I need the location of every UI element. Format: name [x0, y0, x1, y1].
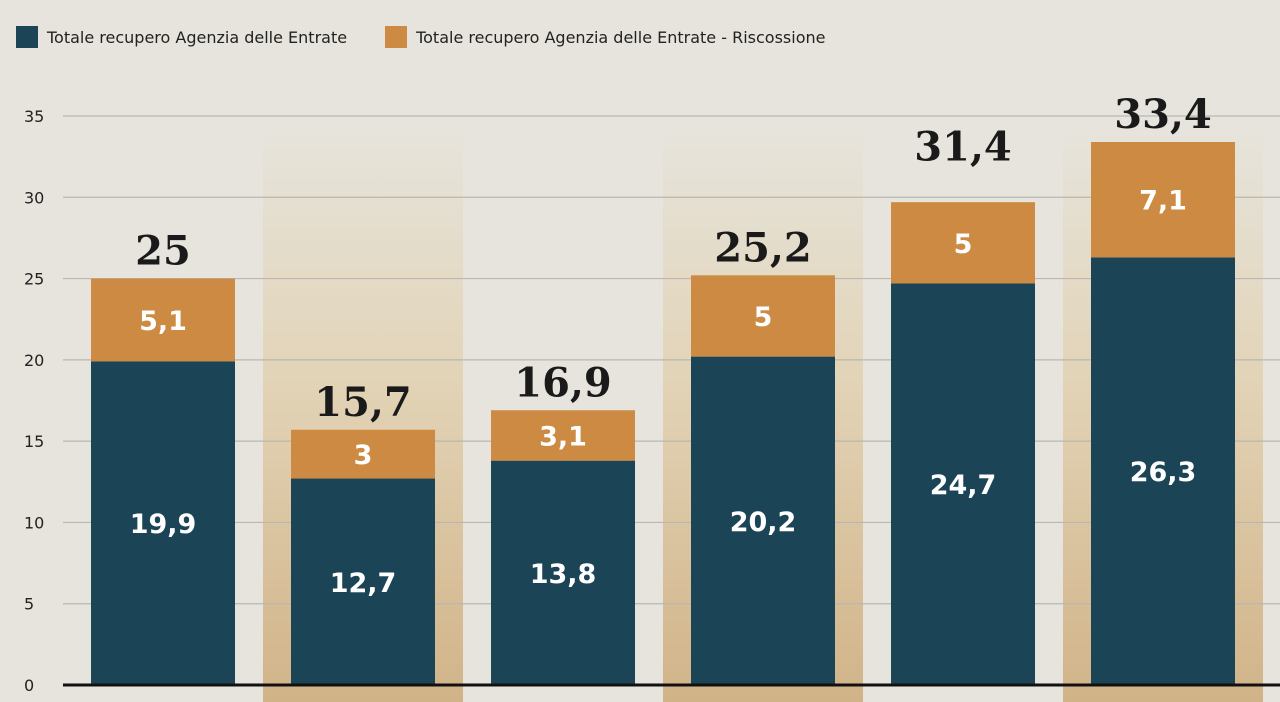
y-tick-label: 35: [24, 107, 44, 126]
y-tick-label: 10: [24, 513, 44, 532]
bar-segment-riscossione: [491, 410, 635, 461]
bar-segment-agenzia: [891, 283, 1035, 685]
y-tick-label: 25: [24, 270, 44, 289]
segment-value-label: 3,1: [539, 421, 587, 452]
segment-value-label: 19,9: [130, 509, 197, 540]
legend-item-riscossione: Totale recupero Agenzia delle Entrate - …: [385, 26, 825, 48]
y-tick-label: 0: [24, 676, 34, 695]
segment-value-label: 13,8: [530, 559, 597, 590]
legend-label: Totale recupero Agenzia delle Entrate: [47, 27, 348, 47]
bar-segment-riscossione: [1091, 142, 1235, 258]
segment-value-label: 20,2: [730, 507, 797, 538]
bar-segment-agenzia: [691, 356, 835, 685]
bar-segment-riscossione: [91, 278, 235, 362]
bar-segment-agenzia: [91, 361, 235, 685]
segment-value-label: 5: [954, 229, 973, 260]
segment-value-label: 24,7: [930, 470, 997, 501]
y-tick-label: 5: [24, 595, 34, 614]
total-value-label: 15,7: [314, 379, 411, 426]
bar-segment-agenzia: [491, 460, 635, 685]
segment-value-label: 12,7: [330, 568, 397, 599]
y-tick-label: 30: [24, 188, 44, 207]
total-value-label: 16,9: [514, 359, 611, 406]
bar-segment-riscossione: [891, 202, 1035, 284]
total-value-label: 25,2: [714, 224, 811, 271]
y-tick-label: 20: [24, 351, 44, 370]
bar-segment-riscossione: [691, 275, 835, 357]
legend-item-agenzia-entrate: Totale recupero Agenzia delle Entrate: [16, 26, 347, 48]
segment-value-label: 7,1: [1139, 186, 1187, 217]
segment-value-label: 5: [754, 302, 773, 333]
bar-segment-agenzia: [1091, 257, 1235, 685]
legend-swatch: [385, 26, 408, 48]
bar-segment-agenzia: [291, 478, 435, 685]
total-value-label: 25: [135, 228, 191, 275]
legend: Totale recupero Agenzia delle Entrate To…: [16, 26, 863, 48]
legend-swatch: [16, 26, 38, 48]
bar-segment-riscossione: [291, 429, 435, 479]
segment-value-label: 5,1: [139, 306, 187, 337]
segment-value-label: 26,3: [1130, 457, 1197, 488]
total-value-label: 31,4: [914, 124, 1011, 171]
legend-label: Totale recupero Agenzia delle Entrate - …: [416, 27, 826, 47]
total-value-label: 33,4: [1114, 91, 1211, 138]
segment-value-label: 3: [354, 440, 373, 471]
y-tick-label: 15: [24, 432, 44, 451]
